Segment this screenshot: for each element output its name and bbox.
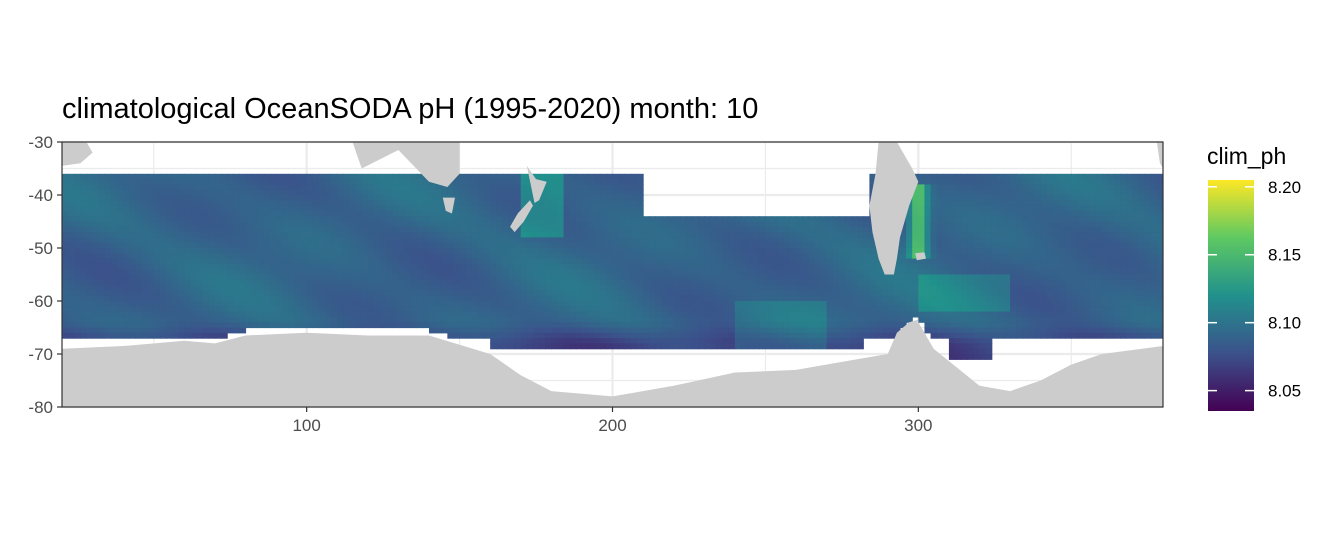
- colorbar-legend: clim_ph 8.05 8.10 8.15 8.20: [1207, 143, 1301, 411]
- legend-ticks: 8.05 8.10 8.15 8.20: [1208, 178, 1301, 401]
- colorbar: [1208, 180, 1254, 411]
- ph-field: [62, 173, 1163, 360]
- y-tick-label: -80: [28, 398, 53, 417]
- y-tick-label: -30: [28, 133, 53, 152]
- legend-tick-label: 8.05: [1268, 382, 1301, 401]
- y-axis: -30 -40 -50 -60 -70 -80: [28, 133, 62, 417]
- legend-tick-label: 8.10: [1268, 314, 1301, 333]
- x-axis: 100 200 300: [292, 407, 933, 435]
- x-tick-label: 300: [904, 416, 932, 435]
- x-tick-label: 100: [292, 416, 320, 435]
- y-tick-label: -40: [28, 186, 53, 205]
- legend-tick-label: 8.20: [1268, 178, 1301, 197]
- legend-tick-label: 8.15: [1268, 246, 1301, 265]
- land-mask: [62, 142, 1163, 407]
- y-tick-label: -60: [28, 292, 53, 311]
- chart-title: climatological OceanSODA pH (1995-2020) …: [62, 93, 758, 125]
- x-tick-label: 200: [598, 416, 626, 435]
- y-tick-label: -70: [28, 345, 53, 364]
- y-tick-label: -50: [28, 239, 53, 258]
- legend-title: clim_ph: [1207, 143, 1286, 169]
